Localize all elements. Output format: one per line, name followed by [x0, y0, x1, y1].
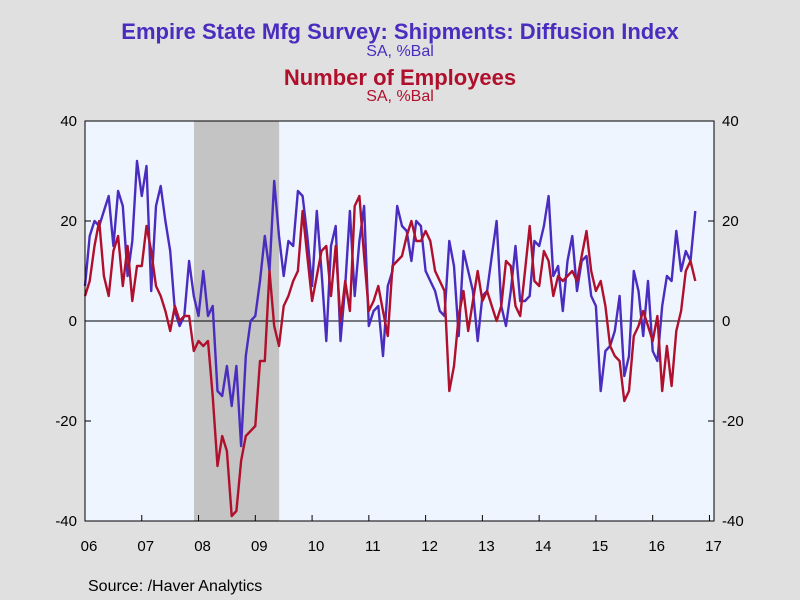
chart-subtitle-employees: SA, %Bal — [366, 88, 434, 105]
y-tick-label-left: 40 — [60, 113, 77, 130]
y-tick-label-right: 0 — [722, 313, 730, 330]
y-tick-label-right: 20 — [722, 213, 739, 230]
x-tick-label: 11 — [365, 538, 381, 555]
y-tick-label-left: 20 — [60, 213, 77, 230]
source-note: Source: /Haver Analytics — [88, 578, 263, 595]
x-tick-label: 16 — [648, 538, 665, 555]
x-tick-label: 06 — [81, 538, 98, 555]
series-line-employees — [83, 194, 697, 518]
y-tick-label-right: -40 — [722, 513, 744, 530]
y-tick-label-left: 0 — [69, 313, 77, 330]
chart-subtitle-shipments: SA, %Bal — [366, 43, 434, 60]
y-tick-label-right: 40 — [722, 113, 739, 130]
x-tick-label: 13 — [478, 538, 495, 555]
x-tick-label: 08 — [194, 538, 211, 555]
x-tick-label: 09 — [251, 538, 268, 555]
x-tick-label: 07 — [137, 538, 154, 555]
chart-title-employees: Number of Employees — [283, 65, 517, 90]
x-tick-label: 10 — [308, 538, 325, 555]
series-line-shipments — [83, 159, 697, 448]
y-tick-label-right: -20 — [722, 413, 744, 430]
x-tick-label: 15 — [592, 538, 609, 555]
x-tick-label: 12 — [421, 538, 438, 555]
x-tick-label: 14 — [535, 538, 552, 555]
y-tick-label-left: -40 — [55, 513, 77, 530]
chart-title-shipments: Empire State Mfg Survey: Shipments: Diff… — [121, 19, 679, 44]
y-tick-label-left: -20 — [55, 413, 77, 430]
x-tick-label: 17 — [705, 538, 722, 555]
